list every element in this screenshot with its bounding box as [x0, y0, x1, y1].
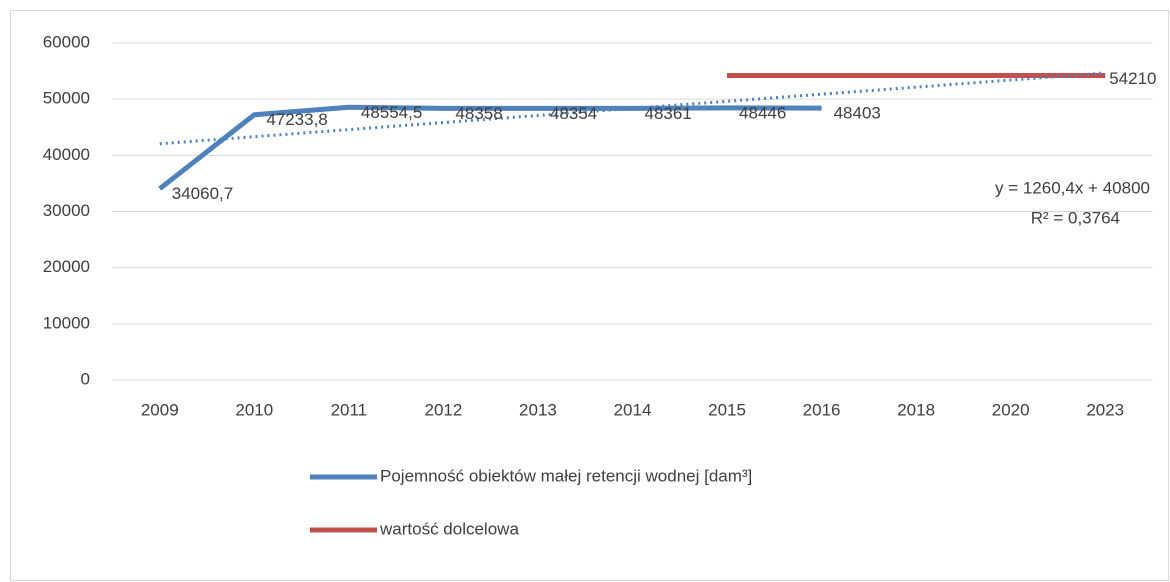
data-label: 48361 — [645, 104, 692, 123]
x-tick-label: 2012 — [424, 400, 462, 419]
x-tick-label: 2011 — [331, 400, 368, 419]
x-tick-label: 2016 — [803, 400, 841, 419]
trend-equation: y = 1260,4x + 40800 — [995, 178, 1150, 197]
legend-label: wartość dolcelowa — [379, 519, 519, 538]
chart-border — [10, 10, 1169, 581]
data-label: 48354 — [550, 104, 597, 123]
y-tick-label: 40000 — [43, 145, 90, 164]
x-tick-label: 2015 — [708, 400, 746, 419]
x-tick-label: 2023 — [1086, 400, 1124, 419]
data-label: 34060,7 — [172, 184, 233, 203]
x-tick-label: 2010 — [235, 400, 273, 419]
trendline — [159, 71, 1106, 146]
x-tick-label: 2014 — [614, 400, 652, 419]
trend-r2: R² = 0,3764 — [1031, 208, 1120, 227]
y-tick-label: 60000 — [43, 32, 90, 51]
x-tick-label: 2013 — [519, 400, 557, 419]
y-tick-label: 20000 — [43, 257, 90, 276]
x-tick-label: 2020 — [992, 400, 1030, 419]
y-tick-label: 10000 — [43, 313, 90, 332]
data-label: 48358 — [455, 104, 502, 123]
y-tick-label: 30000 — [43, 201, 90, 220]
data-label: 47233,8 — [266, 110, 327, 129]
x-tick-label: 2018 — [897, 400, 935, 419]
data-label: 54210 — [1109, 69, 1156, 88]
legend-label: Pojemność obiektów małej retencji wodnej… — [380, 466, 752, 485]
y-tick-label: 50000 — [43, 89, 90, 108]
data-label: 48554,5 — [361, 103, 422, 122]
series-line — [158, 104, 822, 191]
x-tick-label: 2009 — [141, 400, 179, 419]
y-tick-label: 0 — [81, 369, 90, 388]
data-label: 48446 — [739, 103, 786, 122]
data-label: 48403 — [834, 104, 881, 123]
